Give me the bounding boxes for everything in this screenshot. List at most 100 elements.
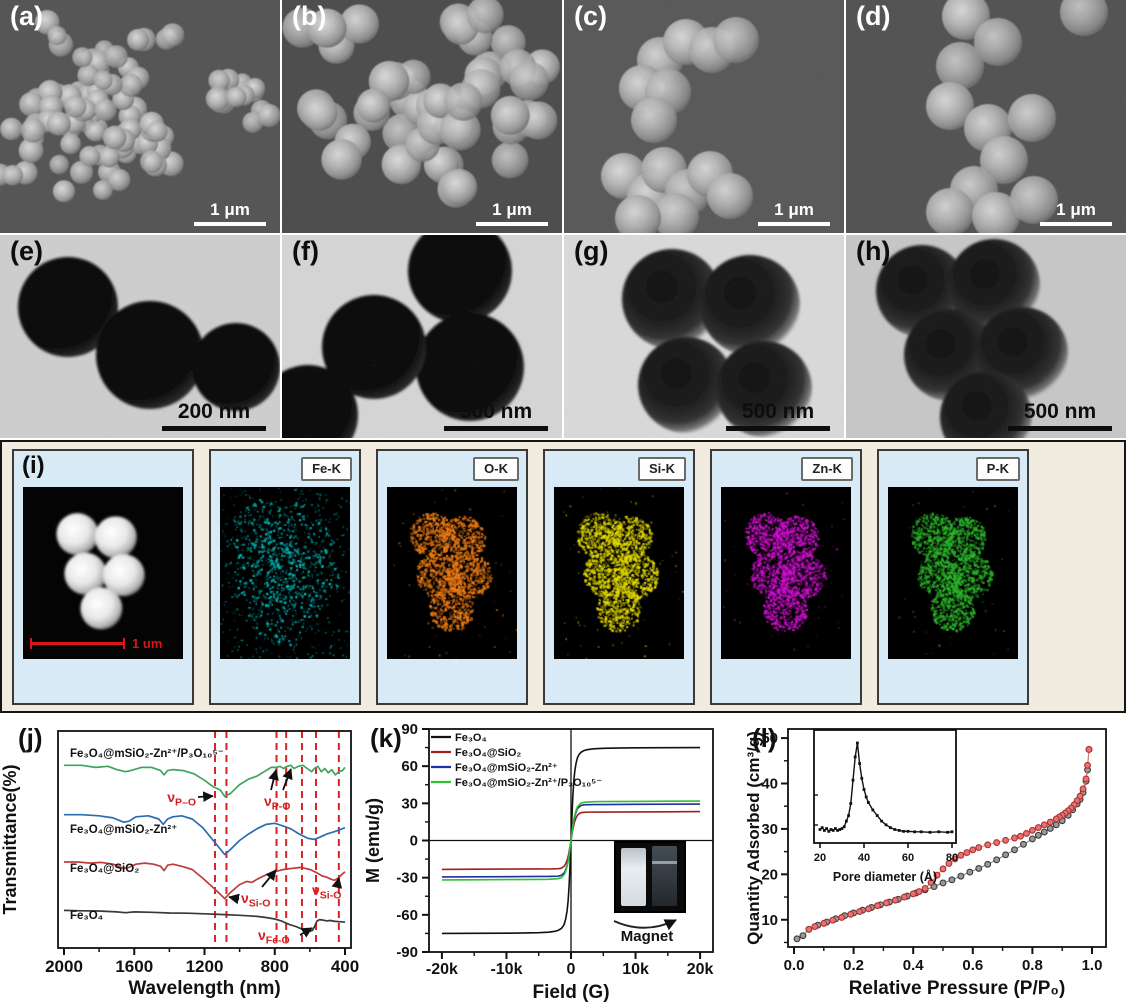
tem-panel-e: (e) 200 nm (0, 235, 280, 438)
svg-text:Fe₃O₄@mSiO₂-Zn²⁺: Fe₃O₄@mSiO₂-Zn²⁺ (70, 824, 177, 836)
scale-text: 1 μm (492, 200, 532, 219)
svg-text:Magnet: Magnet (621, 928, 674, 945)
svg-text:0.4: 0.4 (903, 957, 925, 974)
panel-label-a: (a) (10, 1, 43, 31)
svg-text:Field (G): Field (G) (532, 982, 609, 1003)
sem-image-b (282, 0, 562, 233)
svg-text:Fe₃O₄@mSiO₂-Zn²⁺/P₃O₁₀⁵⁻: Fe₃O₄@mSiO₂-Zn²⁺/P₃O₁₀⁵⁻ (455, 777, 602, 789)
panel-label-g: (g) (574, 236, 609, 266)
svg-text:Relative Pressure (P/P₀): Relative Pressure (P/P₀) (849, 978, 1066, 999)
svg-text:Transmittance(%): Transmittance(%) (0, 764, 20, 914)
svg-text:40: 40 (761, 776, 778, 793)
svg-text:20k: 20k (687, 961, 714, 978)
tem-image-g (564, 235, 844, 438)
eds-strip: (i) 1 um Fe-K O-K Si-K Zn-K P-K (0, 440, 1126, 713)
svg-text:20: 20 (814, 852, 826, 864)
element-chip: Fe-K (301, 456, 352, 481)
svg-text:Fe₃O₄@SiO₂: Fe₃O₄@SiO₂ (70, 863, 139, 875)
isotherm-chart: 0.0 0.2 0.4 0.6 0.8 1.0 10 20 30 40 50 Relative Pre… (745, 723, 1107, 999)
tem-image-h (846, 235, 1126, 438)
svg-text:0.2: 0.2 (843, 957, 864, 974)
svg-text:1200: 1200 (186, 957, 224, 976)
svg-text:Fe₃O₄@mSiO₂-Zn²⁺: Fe₃O₄@mSiO₂-Zn²⁺ (455, 762, 558, 774)
svg-text:-20k: -20k (426, 961, 458, 978)
panel-label-e: (e) (10, 236, 43, 266)
chart-panel-l: 0.0 0.2 0.4 0.6 0.8 1.0 10 20 30 40 50 Relative Pre… (745, 715, 1126, 1003)
scale-bar-d: 1 μm (1040, 200, 1112, 226)
element-chip: Zn-K (801, 456, 853, 481)
svg-text:1.0: 1.0 (1082, 957, 1103, 974)
scale-bar-f: 500 nm (444, 400, 548, 431)
eds-panel-i: (i) 1 um (12, 448, 194, 705)
svg-text:-10k: -10k (490, 961, 522, 978)
svg-text:Fe₃O₄: Fe₃O₄ (70, 910, 103, 922)
panel-label-b: (b) (292, 1, 327, 31)
charts-row: 2000 1600 1200 800 400 Wavelength (nm) Transmi… (0, 715, 1126, 1003)
scale-text: 1 μm (1056, 200, 1096, 219)
svg-text:50: 50 (761, 730, 778, 747)
eds-map-zn-k: Zn-K (710, 448, 862, 705)
scale-bar-b: 1 μm (476, 200, 548, 226)
svg-text:νSi-O: νSi-O (312, 882, 341, 902)
scale-bar-h: 500 nm (1008, 400, 1112, 431)
svg-text:-90: -90 (396, 944, 418, 961)
svg-text:60: 60 (401, 758, 418, 775)
svg-text:-60: -60 (396, 907, 418, 924)
scale-bar-a: 1 μm (194, 200, 266, 226)
magnetization-chart: -20k -10k 0 10k 20k -90 -60 -30 0 30 60 90 Field (G)… (363, 721, 714, 1003)
svg-text:0: 0 (410, 833, 418, 850)
svg-text:40: 40 (858, 852, 870, 864)
svg-text:Fe₃O₄@mSiO₂-Zn²⁺/P₃O₁₀⁵⁻: Fe₃O₄@mSiO₂-Zn²⁺/P₃O₁₀⁵⁻ (70, 748, 224, 760)
eds-map-image-zn (721, 486, 851, 659)
svg-text:60: 60 (902, 852, 914, 864)
svg-text:(k): (k) (370, 723, 402, 753)
svg-text:Fe₃O₄: Fe₃O₄ (455, 732, 487, 744)
eds-map-image-p (888, 486, 1018, 659)
svg-text:400: 400 (331, 957, 359, 976)
element-chip: O-K (473, 456, 519, 481)
eds-map-image-fe (220, 486, 350, 659)
scale-bar-c: 1 μm (758, 200, 830, 226)
eds-scale-bar: 1 um (30, 636, 162, 651)
svg-text:M (emu/g): M (emu/g) (363, 798, 383, 883)
svg-text:0.8: 0.8 (1022, 957, 1043, 974)
panel-label-f: (f) (292, 236, 319, 266)
panel-label-h: (h) (856, 236, 891, 266)
chart-panel-k: -20k -10k 0 10k 20k -90 -60 -30 0 30 60 90 Field (G)… (362, 715, 745, 1003)
svg-text:20: 20 (761, 866, 778, 883)
svg-text:(l): (l) (752, 723, 777, 753)
panel-label-c: (c) (574, 1, 607, 31)
svg-text:800: 800 (261, 957, 289, 976)
element-chip: Si-K (638, 456, 686, 481)
scale-line (30, 637, 125, 649)
scale-text: 500 nm (459, 400, 533, 423)
panel-label-d: (d) (856, 1, 891, 31)
tem-panel-f: (f) 500 nm (282, 235, 562, 438)
scale-text: 1 μm (210, 200, 250, 219)
panel-label-i: (i) (22, 451, 45, 479)
svg-text:10k: 10k (622, 961, 649, 978)
scale-text: 200 nm (177, 400, 251, 423)
svg-text:90: 90 (401, 721, 418, 738)
scale-bar-g: 500 nm (726, 400, 830, 431)
sem-panel-d: (d) 1 μm (846, 0, 1126, 233)
svg-text:0: 0 (567, 961, 576, 978)
stem-image (23, 486, 183, 659)
svg-text:2000: 2000 (45, 957, 83, 976)
tem-image-e (0, 235, 280, 438)
scale-text: 500 nm (741, 400, 815, 423)
tem-row: (e) 200 nm (f) 500 nm (g) 500 nm (h) 500… (0, 235, 1126, 438)
svg-text:30: 30 (761, 821, 778, 838)
eds-map-o-k: O-K (376, 448, 528, 705)
svg-text:Fe₃O₄@SiO₂: Fe₃O₄@SiO₂ (455, 747, 521, 759)
sem-panel-b: (b) 1 μm (282, 0, 562, 233)
sem-panel-c: (c) 1 μm (564, 0, 844, 233)
svg-text:νP–O: νP–O (167, 789, 196, 809)
svg-text:10: 10 (761, 912, 778, 929)
scale-text: 1 um (132, 635, 163, 651)
eds-map-image-si (554, 486, 684, 659)
sem-image-a (0, 0, 280, 233)
svg-text:0.0: 0.0 (784, 957, 805, 974)
sem-row: (a) 1 μm (b) 1 μm (c) 1 μm (d) 1 μm (0, 0, 1126, 233)
